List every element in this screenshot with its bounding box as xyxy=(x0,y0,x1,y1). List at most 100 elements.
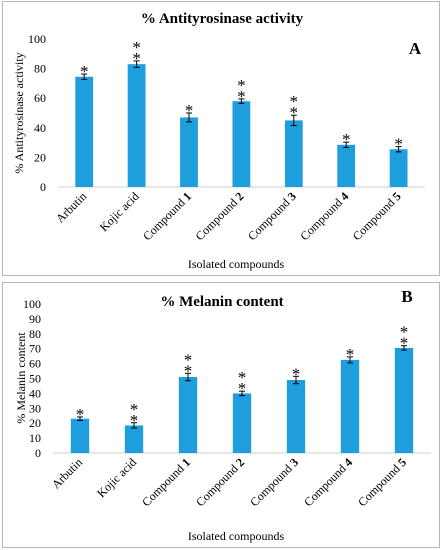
significance-star: * xyxy=(184,361,193,380)
significance-star: * xyxy=(290,103,299,122)
error-bar xyxy=(81,73,88,80)
y-tick-label: 100 xyxy=(28,32,46,46)
category-name: Arbutin xyxy=(53,189,89,225)
y-tick-label: 0 xyxy=(40,180,46,194)
error-bar xyxy=(131,422,137,429)
x-axis-label: Isolated compounds xyxy=(188,257,285,271)
y-tick-label: 60 xyxy=(34,91,46,105)
category-name: Compound xyxy=(193,193,243,243)
category-name: Compound xyxy=(247,459,297,509)
category-tick-label: Kojic acid xyxy=(94,455,139,500)
y-tick-label: 90 xyxy=(29,312,41,326)
significance-star: * xyxy=(132,38,141,57)
error-bar xyxy=(401,345,407,351)
bar xyxy=(232,101,251,187)
category-tick-label: Compound 3 xyxy=(247,455,301,509)
y-tick-label: 40 xyxy=(29,386,41,400)
significance-star: * xyxy=(130,400,139,419)
significance-star: * xyxy=(238,368,247,387)
y-tick-label: 30 xyxy=(29,401,41,415)
error-bar xyxy=(343,141,350,148)
significance-star: * xyxy=(80,62,89,81)
significance-star: * xyxy=(400,334,409,353)
category-tick-label: Compound 2 xyxy=(193,455,247,509)
bar xyxy=(232,393,252,453)
y-tick-label: 60 xyxy=(29,357,41,371)
error-bar xyxy=(395,146,402,153)
y-tick-label: 50 xyxy=(29,372,41,386)
bar xyxy=(389,149,408,187)
x-axis-label: Isolated compounds xyxy=(188,529,285,543)
y-tick-label: 10 xyxy=(29,431,41,445)
category-tick-label: Compound 3 xyxy=(245,189,299,243)
panel-label: A xyxy=(409,39,422,58)
chart-panel-antityrosinase: % Antityrosinase activity A % Antityrosina… xyxy=(2,1,440,276)
category-name: Compound xyxy=(139,459,189,509)
category-tick-label: Compound 1 xyxy=(140,189,194,243)
error-bar xyxy=(77,416,83,422)
error-bar xyxy=(347,356,353,364)
chart-title: % Antityrosinase activity xyxy=(141,11,304,27)
panel-label: B xyxy=(401,287,412,306)
significance-star: * xyxy=(394,135,403,154)
category-name: Kojic acid xyxy=(97,189,142,234)
category-tick-label: Compound 5 xyxy=(350,189,404,243)
bar xyxy=(180,117,198,187)
y-tick-label: 100 xyxy=(23,297,41,311)
bar xyxy=(127,64,146,187)
chart-title: % Melanin content xyxy=(160,294,283,310)
category-tick-label: Compound 2 xyxy=(193,189,247,243)
significance-star: * xyxy=(346,345,355,364)
category-tick-label: Compound 5 xyxy=(355,455,409,509)
category-name: Compound xyxy=(297,193,347,243)
y-axis-label: % Antityrosinase activity xyxy=(12,52,26,173)
y-tick-label: 20 xyxy=(29,416,41,430)
antityrosinase-chart: % Antityrosinase activity A % Antityrosina… xyxy=(12,11,425,271)
y-tick-label: 40 xyxy=(34,121,46,135)
error-bar xyxy=(293,375,299,385)
error-bar xyxy=(290,114,297,127)
category-name: Compound xyxy=(140,193,190,243)
significance-star: * xyxy=(238,379,247,398)
significance-star: * xyxy=(400,323,409,342)
category-name: Arbutin xyxy=(49,455,85,491)
y-tick-label: 70 xyxy=(29,342,41,356)
error-bar xyxy=(238,98,245,104)
chart-panel-melanin: % Melanin content B % Melanin content 0 10 20… xyxy=(2,282,440,548)
error-bar xyxy=(186,112,192,123)
y-tick-label: 20 xyxy=(34,150,46,164)
y-tick-label: 80 xyxy=(34,62,46,76)
significance-star: * xyxy=(237,76,246,95)
y-tick-label: 0 xyxy=(35,446,41,460)
category-tick-label: Compound 4 xyxy=(297,189,351,243)
bar xyxy=(394,347,414,453)
significance-star: * xyxy=(237,87,246,106)
significance-star: * xyxy=(290,92,299,111)
bar xyxy=(340,359,360,453)
bar xyxy=(284,120,303,187)
y-axis-label: % Melanin content xyxy=(14,332,28,424)
category-name: Kojic acid xyxy=(94,455,139,500)
category-name: Compound xyxy=(355,459,405,509)
significance-star: * xyxy=(132,49,141,68)
bar xyxy=(75,76,94,187)
bar xyxy=(337,144,356,187)
error-bar xyxy=(185,372,191,382)
category-name: Compound xyxy=(245,193,295,243)
category-tick-label: Arbutin xyxy=(49,455,85,491)
error-bar xyxy=(239,390,245,397)
category-name: Compound xyxy=(350,193,400,243)
category-tick-label: Compound 4 xyxy=(301,455,355,509)
category-tick-label: Compound 1 xyxy=(139,455,193,509)
category-tick-label: Kojic acid xyxy=(97,189,142,234)
significance-star: * xyxy=(184,350,193,369)
category-name: Compound xyxy=(301,459,351,509)
significance-star: * xyxy=(292,364,301,383)
bar xyxy=(70,418,90,453)
bar xyxy=(124,425,144,453)
significance-star: * xyxy=(76,405,85,424)
melanin-chart: % Melanin content B % Melanin content 01020… xyxy=(14,287,431,543)
bar xyxy=(286,379,306,453)
bar xyxy=(178,377,198,453)
significance-star: * xyxy=(130,411,139,430)
